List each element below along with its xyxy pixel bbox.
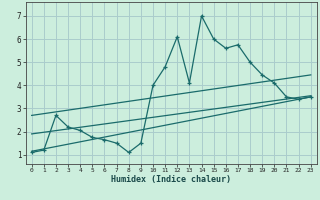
X-axis label: Humidex (Indice chaleur): Humidex (Indice chaleur) [111,175,231,184]
